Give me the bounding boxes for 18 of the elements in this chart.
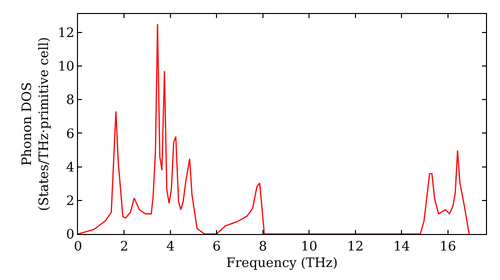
- y-tick-label: 0: [66, 228, 74, 243]
- line-series: [78, 23, 470, 234]
- y-tick-label: 4: [66, 160, 74, 176]
- x-tick-label: 8: [258, 240, 268, 255]
- y-tick-label: 2: [66, 194, 74, 209]
- y-tick-label: 8: [66, 93, 74, 108]
- x-tick-label: 6: [212, 240, 221, 255]
- y-tick-label: 6: [66, 126, 74, 142]
- y-tick-label: 12: [58, 26, 74, 42]
- x-tick-label: 12: [347, 240, 364, 255]
- x-tick-label: 4: [166, 240, 175, 255]
- x-tick-label: 16: [440, 240, 456, 255]
- y-axis-title: Phonon DOS (States/THz·primitive cell): [20, 36, 52, 212]
- y-tick-label: 10: [58, 60, 74, 75]
- x-axis-title: Frequency (THz): [226, 256, 338, 272]
- x-tick-label: 14: [393, 240, 410, 255]
- x-tick-label: 2: [120, 240, 128, 255]
- x-tick-label: 10: [300, 240, 318, 255]
